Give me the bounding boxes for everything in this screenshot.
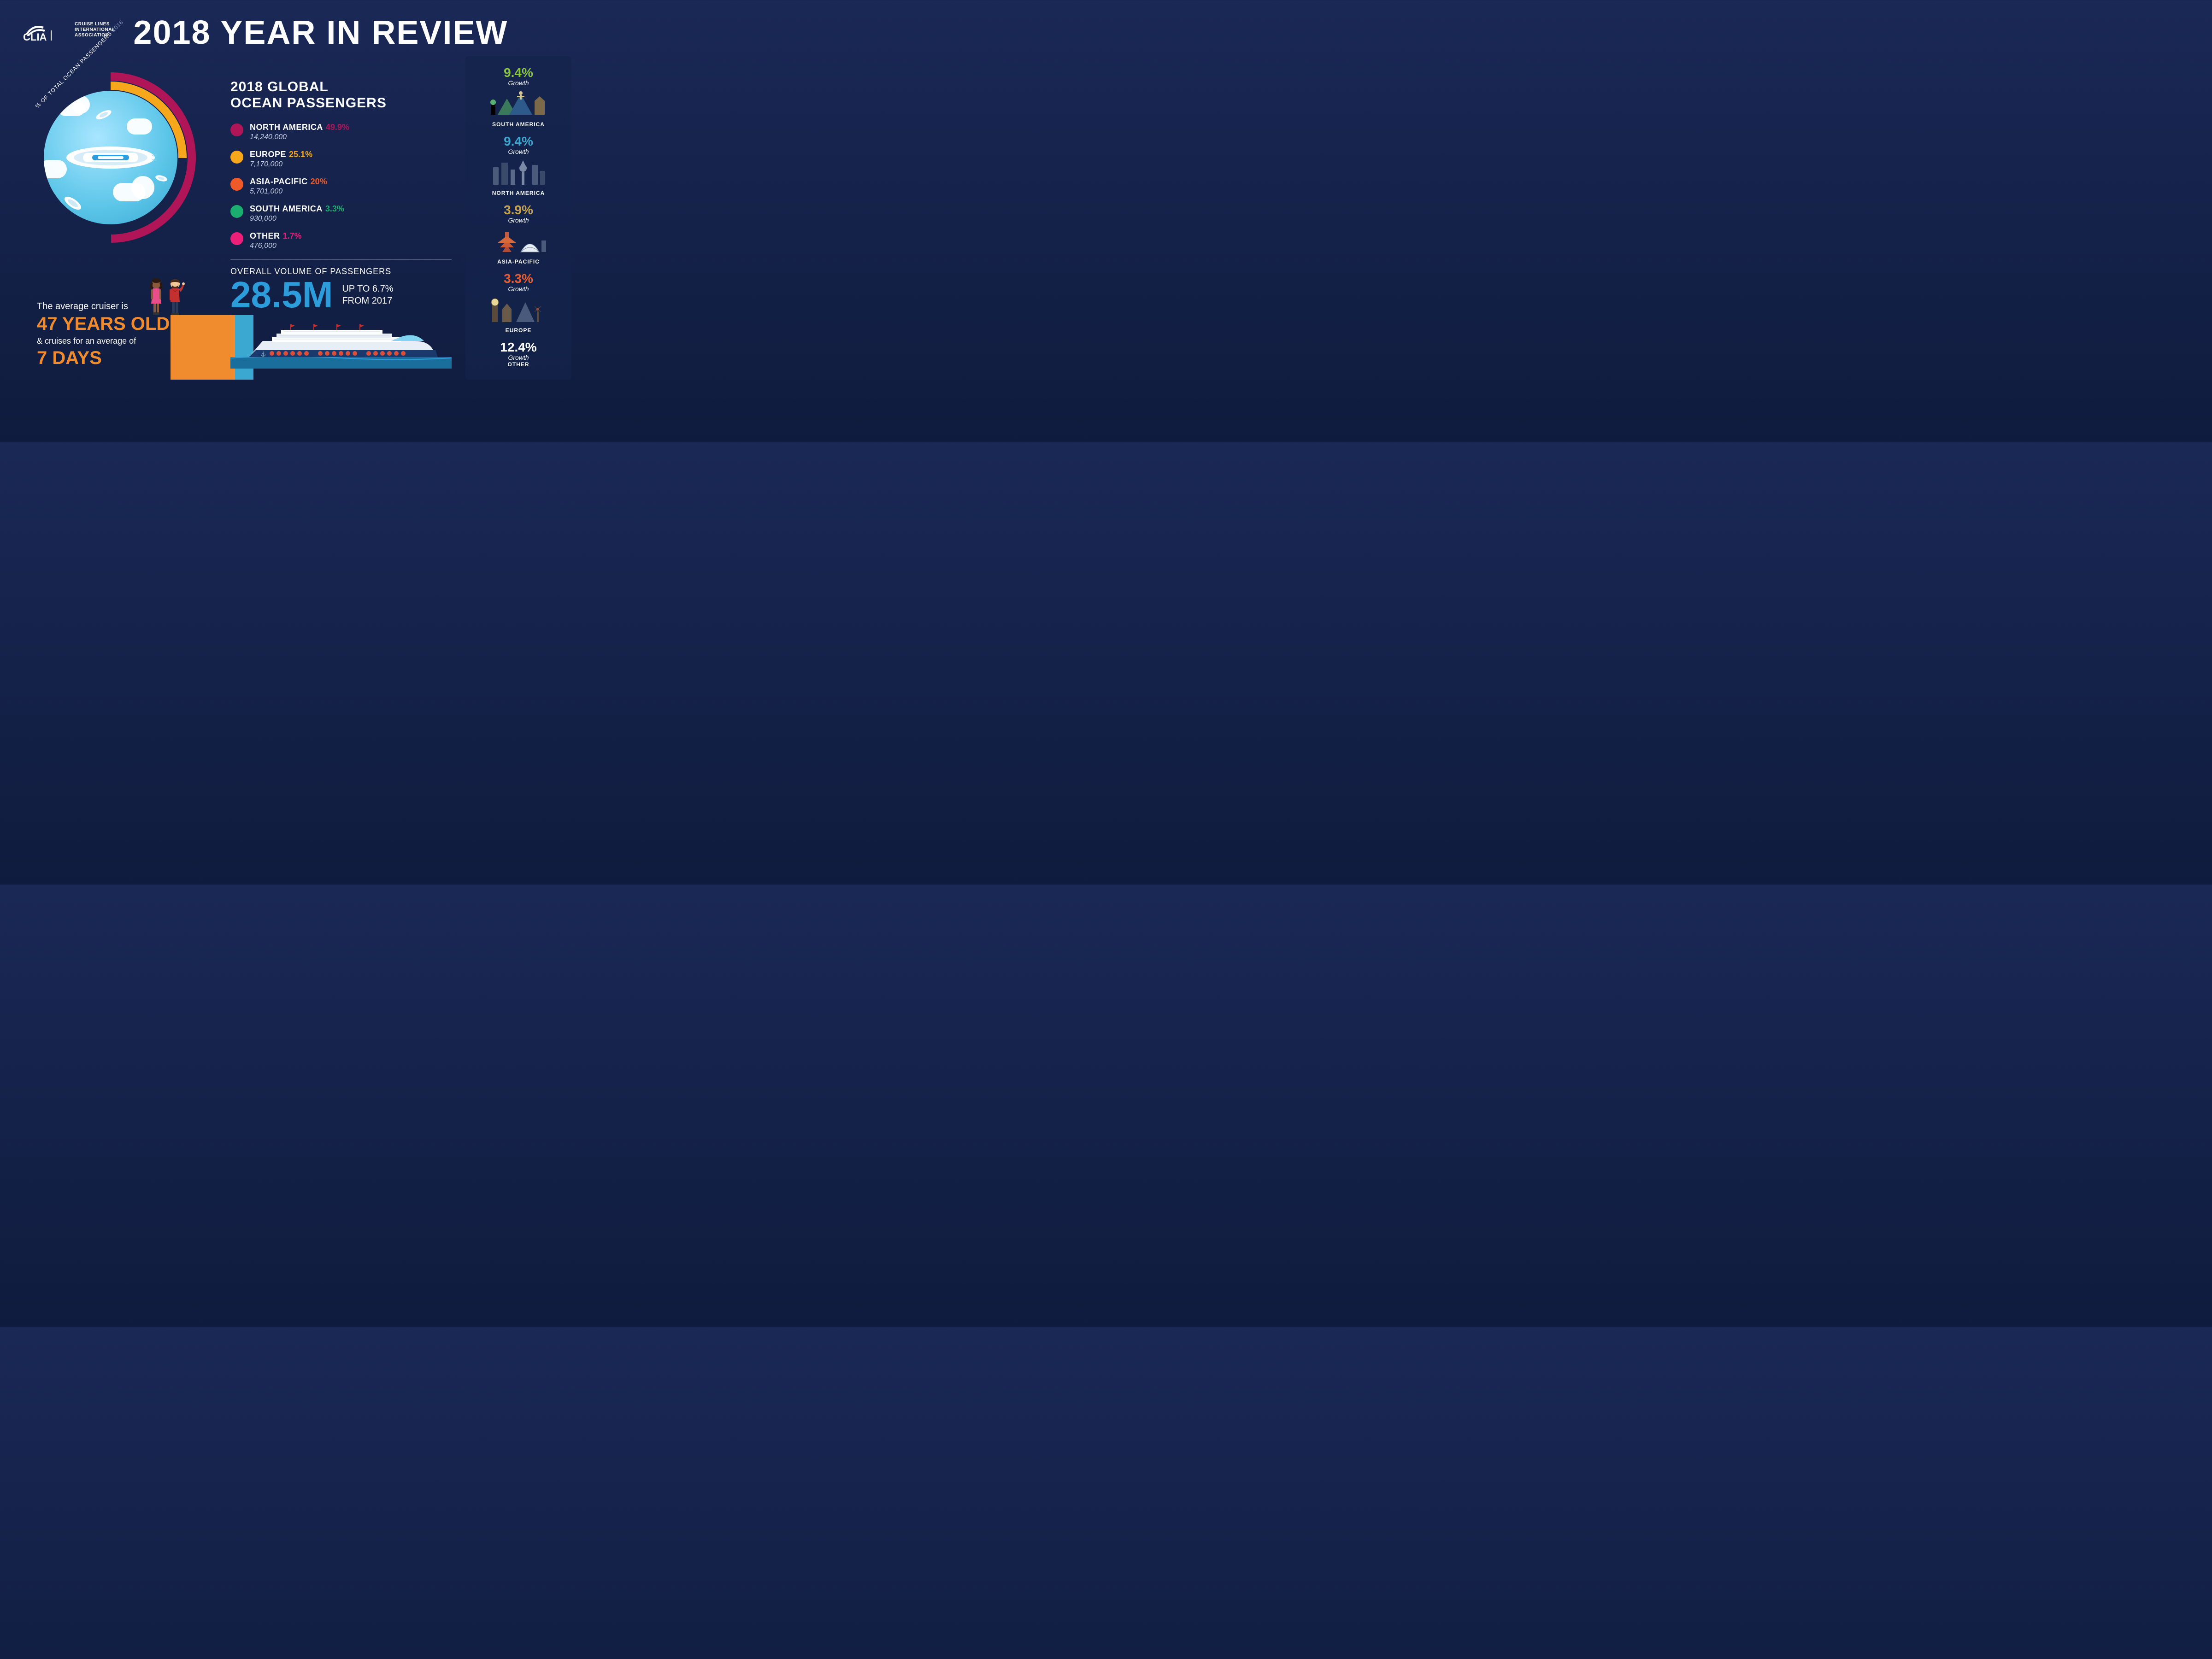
logo-icon: CLIA — [23, 18, 69, 41]
growth-card: 9.4%Growth SOUTH AMERICA — [488, 65, 548, 128]
legend-region: OTHER — [250, 231, 280, 240]
legend-region: NORTH AMERICA — [250, 123, 323, 132]
legend-region: ASIA-PACIFIC — [250, 177, 308, 186]
legend-pct: 3.3% — [325, 204, 344, 213]
left-column: % OF TOTAL OCEAN PASSENGERS 2018 — [23, 56, 217, 380]
growth-region: EUROPE — [506, 327, 532, 334]
legend-dot — [230, 205, 243, 218]
legend-item: SOUTH AMERICA3.3% 930,000 — [230, 204, 452, 223]
legend-text: EUROPE25.1%7,170,000 — [250, 150, 312, 169]
overall-row: 28.5M UP TO 6.7% FROM 2017 — [230, 276, 452, 313]
growth-card: 12.4%GrowthOTHER — [500, 340, 536, 368]
header: CLIA CRUISE LINESINTERNATIONALASSOCIATIO… — [0, 0, 590, 56]
center-column: 2018 GLOBALOCEAN PASSENGERS NORTH AMERIC… — [230, 56, 452, 380]
legend-pct: 20% — [311, 177, 327, 186]
ship-top-icon — [65, 145, 157, 170]
legend-item: OTHER1.7% 476,000 — [230, 231, 452, 250]
legend-pct: 49.9% — [326, 123, 349, 132]
legend-region: EUROPE — [250, 150, 286, 159]
donut-chart — [23, 70, 198, 245]
growth-label: Growth — [508, 79, 529, 87]
legend-dot — [230, 151, 243, 164]
growth-illustration — [488, 227, 548, 257]
legend-count: 476,000 — [250, 242, 302, 250]
svg-text:⚓: ⚓ — [260, 351, 266, 357]
legend-dot — [230, 178, 243, 191]
overall-sub1: UP TO 6.7% — [342, 283, 393, 295]
growth-pct: 9.4% — [504, 134, 533, 149]
legend-text: OTHER1.7% 476,000 — [250, 231, 302, 250]
growth-card: 3.3%Growth EUROPE — [488, 271, 548, 334]
legend-text: ASIA-PACIFIC20% 5,701,000 — [250, 177, 327, 196]
fact-line2: & cruises for an average of — [37, 336, 207, 346]
growth-region: ASIA-PACIFIC — [497, 258, 540, 265]
legend-item: EUROPE25.1%7,170,000 — [230, 150, 452, 169]
ship-side-icon: ⚓ — [230, 318, 452, 369]
fact-age: 47 YEARS OLD — [37, 314, 207, 334]
overall-sub2: FROM 2017 — [342, 295, 393, 307]
fact-line1: The average cruiser is — [37, 301, 207, 312]
growth-column: 9.4%GrowthSOUTH AMERICA9.4%GrowthNORTH A… — [465, 56, 571, 380]
legend-text: NORTH AMERICA49.9%14,240,000 — [250, 123, 349, 141]
legend-dot — [230, 123, 243, 136]
fact-days: 7 DAYS — [37, 348, 207, 369]
divider — [230, 259, 452, 260]
growth-label: Growth — [508, 285, 529, 293]
legend: NORTH AMERICA49.9%14,240,000 EUROPE25.1%7… — [230, 123, 452, 250]
growth-region: SOUTH AMERICA — [492, 121, 545, 128]
growth-pct: 12.4% — [500, 340, 536, 355]
legend-text: SOUTH AMERICA3.3% 930,000 — [250, 204, 344, 223]
growth-region: OTHER — [508, 361, 529, 368]
overall-big: 28.5M — [230, 276, 333, 313]
svg-text:CLIA: CLIA — [23, 31, 47, 41]
growth-pct: 9.4% — [504, 65, 533, 80]
page-title: 2018 YEAR IN REVIEW — [133, 14, 508, 52]
growth-label: Growth — [508, 148, 529, 155]
growth-illustration — [488, 295, 548, 325]
legend-count: 5,701,000 — [250, 188, 327, 196]
growth-illustration — [488, 158, 548, 188]
overall-sub: UP TO 6.7% FROM 2017 — [342, 283, 393, 307]
legend-region: SOUTH AMERICA — [250, 204, 323, 213]
legend-count: 930,000 — [250, 215, 344, 223]
fact-box: The average cruiser is 47 YEARS OLD & cr… — [23, 287, 217, 380]
legend-pct: 1.7% — [283, 231, 302, 240]
growth-illustration — [488, 89, 548, 119]
legend-pct: 25.1% — [289, 150, 312, 159]
donut-center-illustration — [44, 91, 177, 224]
growth-label: Growth — [508, 354, 529, 361]
growth-label: Growth — [508, 217, 529, 224]
legend-item: NORTH AMERICA49.9%14,240,000 — [230, 123, 452, 141]
growth-region: NORTH AMERICA — [492, 190, 545, 196]
main-content: % OF TOTAL OCEAN PASSENGERS 2018 — [0, 56, 590, 380]
legend-dot — [230, 232, 243, 245]
legend-count: 14,240,000 — [250, 133, 349, 141]
growth-pct: 3.9% — [504, 203, 533, 217]
growth-card: 3.9%Growth ASIA-PACIFIC — [488, 203, 548, 265]
legend-item: ASIA-PACIFIC20% 5,701,000 — [230, 177, 452, 196]
passengers-title: 2018 GLOBALOCEAN PASSENGERS — [230, 79, 452, 111]
growth-card: 9.4%Growth NORTH AMERICA — [488, 134, 548, 196]
legend-count: 7,170,000 — [250, 160, 312, 169]
growth-pct: 3.3% — [504, 271, 533, 286]
